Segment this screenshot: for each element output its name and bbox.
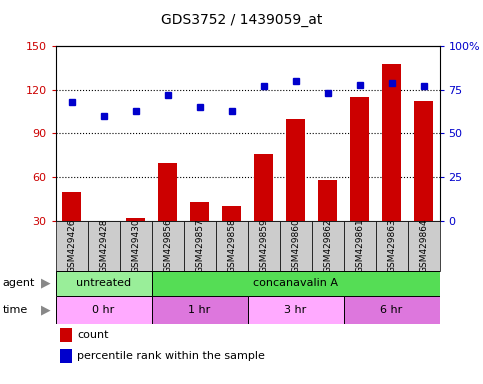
Bar	[248, 221, 280, 271]
Text: 3 hr: 3 hr	[284, 305, 307, 315]
Bar	[152, 271, 440, 296]
Bar	[56, 271, 152, 296]
Bar	[152, 296, 248, 324]
Bar	[120, 221, 152, 271]
Bar	[56, 296, 152, 324]
Text: untreated: untreated	[76, 278, 131, 288]
Text: GSM429859: GSM429859	[259, 218, 268, 273]
Text: ▶: ▶	[41, 304, 51, 316]
Bar	[350, 97, 369, 221]
Text: GSM429861: GSM429861	[355, 218, 364, 273]
Bar	[286, 119, 305, 221]
Text: agent: agent	[2, 278, 35, 288]
Text: GSM429857: GSM429857	[195, 218, 204, 273]
Bar	[190, 202, 209, 221]
Text: GSM429863: GSM429863	[387, 218, 396, 273]
Text: 1 hr: 1 hr	[188, 305, 211, 315]
Text: 6 hr: 6 hr	[381, 305, 403, 315]
Bar	[62, 192, 81, 221]
Bar	[343, 221, 376, 271]
Text: GSM429426: GSM429426	[67, 218, 76, 273]
Bar	[222, 206, 241, 221]
Text: GSM429858: GSM429858	[227, 218, 236, 273]
Bar	[382, 64, 401, 221]
Bar	[280, 221, 312, 271]
Bar	[312, 221, 343, 271]
Text: time: time	[2, 305, 28, 315]
Bar	[152, 221, 184, 271]
Text: GDS3752 / 1439059_at: GDS3752 / 1439059_at	[161, 13, 322, 27]
Bar	[414, 101, 433, 221]
Text: GSM429856: GSM429856	[163, 218, 172, 273]
Bar	[87, 221, 120, 271]
Bar	[158, 162, 177, 221]
Bar	[215, 221, 248, 271]
Bar	[248, 296, 343, 324]
Text: ▶: ▶	[41, 277, 51, 290]
Text: count: count	[77, 330, 109, 340]
Bar	[126, 218, 145, 221]
Text: GSM429428: GSM429428	[99, 218, 108, 273]
Text: GSM429430: GSM429430	[131, 218, 140, 273]
Text: GSM429862: GSM429862	[323, 218, 332, 273]
Text: 0 hr: 0 hr	[92, 305, 114, 315]
Text: percentile rank within the sample: percentile rank within the sample	[77, 351, 265, 361]
Text: GSM429864: GSM429864	[419, 218, 428, 273]
Bar	[408, 221, 440, 271]
Text: GSM429860: GSM429860	[291, 218, 300, 273]
Bar	[184, 221, 215, 271]
Bar	[343, 296, 440, 324]
Bar	[56, 221, 87, 271]
Bar	[254, 154, 273, 221]
Bar	[318, 180, 337, 221]
Text: concanavalin A: concanavalin A	[253, 278, 338, 288]
Bar	[376, 221, 408, 271]
